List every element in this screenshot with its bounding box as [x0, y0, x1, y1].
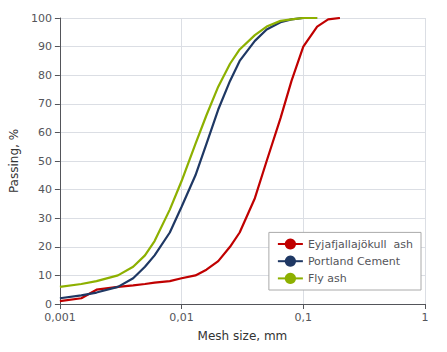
- svg-text:100: 100: [31, 12, 52, 25]
- svg-text:90: 90: [38, 40, 52, 53]
- svg-text:70: 70: [38, 97, 52, 110]
- svg-text:0,01: 0,01: [169, 311, 194, 324]
- svg-text:40: 40: [38, 183, 52, 196]
- svg-text:80: 80: [38, 69, 52, 82]
- svg-text:0,001: 0,001: [44, 311, 76, 324]
- svg-text:10: 10: [38, 269, 52, 282]
- svg-text:Fly ash: Fly ash: [308, 272, 347, 285]
- svg-text:20: 20: [38, 240, 52, 253]
- svg-text:Passing, %: Passing, %: [7, 129, 21, 193]
- svg-text:Portland Cement: Portland Cement: [308, 255, 401, 268]
- svg-text:1: 1: [422, 311, 429, 324]
- svg-text:60: 60: [38, 126, 52, 139]
- svg-text:0: 0: [45, 298, 52, 311]
- svg-text:0,1: 0,1: [295, 311, 313, 324]
- svg-text:Eyjafjallajökull ash: Eyjafjallajökull ash: [308, 238, 413, 251]
- svg-text:50: 50: [38, 155, 52, 168]
- svg-text:30: 30: [38, 212, 52, 225]
- svg-text:Mesh size, mm: Mesh size, mm: [198, 329, 288, 343]
